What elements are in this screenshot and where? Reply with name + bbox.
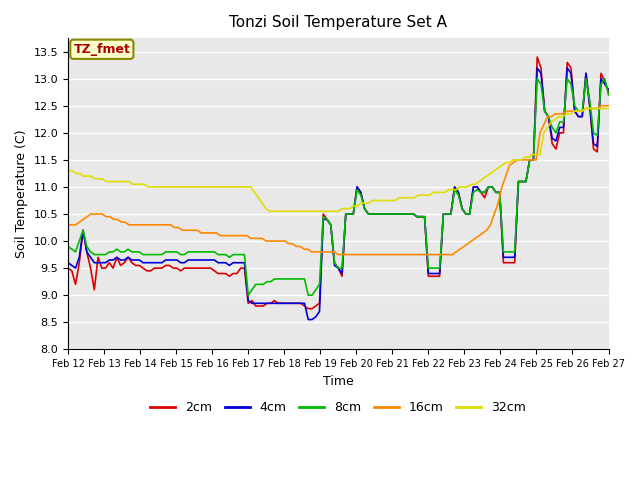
32cm: [83, 173, 91, 179]
16cm: [285, 241, 292, 247]
16cm: [110, 216, 118, 222]
32cm: [110, 179, 118, 184]
2cm: [68, 268, 76, 274]
32cm: [605, 106, 612, 111]
32cm: [247, 184, 255, 190]
2cm: [305, 306, 312, 312]
Legend: 2cm, 4cm, 8cm, 16cm, 32cm: 2cm, 4cm, 8cm, 16cm, 32cm: [145, 396, 531, 419]
2cm: [605, 89, 612, 95]
8cm: [492, 190, 500, 195]
16cm: [247, 236, 255, 241]
Line: 32cm: 32cm: [68, 108, 609, 211]
2cm: [90, 287, 98, 293]
8cm: [90, 252, 98, 257]
16cm: [83, 214, 91, 219]
X-axis label: Time: Time: [323, 374, 354, 387]
2cm: [380, 211, 387, 217]
4cm: [305, 317, 312, 323]
16cm: [335, 252, 342, 257]
32cm: [289, 208, 296, 214]
2cm: [477, 190, 484, 195]
4cm: [68, 263, 76, 268]
Y-axis label: Soil Temperature (C): Soil Temperature (C): [15, 130, 28, 258]
4cm: [64, 260, 72, 265]
32cm: [308, 208, 316, 214]
16cm: [304, 246, 312, 252]
8cm: [575, 108, 582, 114]
16cm: [605, 103, 612, 108]
Line: 16cm: 16cm: [68, 106, 609, 254]
8cm: [64, 243, 72, 249]
16cm: [64, 222, 72, 228]
4cm: [380, 211, 387, 217]
Text: TZ_fmet: TZ_fmet: [74, 43, 131, 56]
8cm: [477, 190, 484, 195]
4cm: [605, 87, 612, 93]
4cm: [477, 190, 484, 195]
16cm: [597, 103, 605, 108]
8cm: [605, 92, 612, 98]
32cm: [64, 168, 72, 174]
4cm: [90, 260, 98, 265]
32cm: [266, 208, 273, 214]
Line: 2cm: 2cm: [68, 57, 609, 309]
16cm: [205, 230, 212, 236]
Title: Tonzi Soil Temperature Set A: Tonzi Soil Temperature Set A: [229, 15, 447, 30]
Line: 8cm: 8cm: [68, 79, 609, 295]
2cm: [64, 265, 72, 271]
32cm: [205, 184, 212, 190]
8cm: [68, 246, 76, 252]
32cm: [582, 106, 589, 111]
8cm: [533, 76, 541, 82]
4cm: [533, 65, 541, 71]
8cm: [244, 292, 252, 298]
2cm: [533, 54, 541, 60]
8cm: [380, 211, 387, 217]
Line: 4cm: 4cm: [68, 68, 609, 320]
2cm: [492, 190, 500, 195]
4cm: [575, 114, 582, 120]
4cm: [492, 190, 500, 195]
2cm: [575, 114, 582, 120]
